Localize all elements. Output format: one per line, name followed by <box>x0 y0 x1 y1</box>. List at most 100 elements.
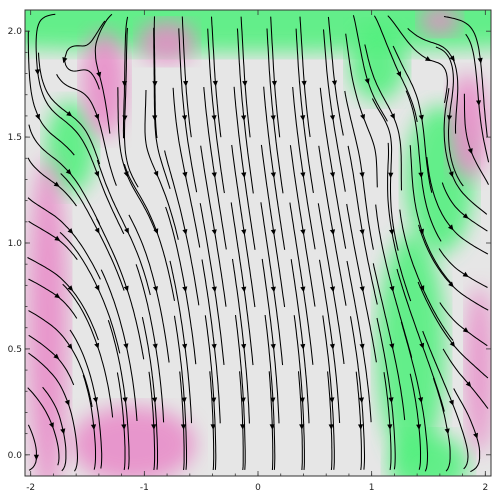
streamline <box>122 16 129 139</box>
stream-arrowhead <box>300 115 306 121</box>
green-density-blob <box>45 101 96 195</box>
streamline <box>28 352 79 472</box>
streamline <box>42 386 67 472</box>
streamline <box>209 371 215 471</box>
streamline <box>210 16 222 138</box>
streamline <box>405 90 442 242</box>
streamline <box>27 197 101 280</box>
stream-arrowhead <box>240 397 246 404</box>
streamline <box>422 330 469 470</box>
stream-arrowhead <box>329 343 335 350</box>
streamline <box>346 260 372 423</box>
stream-arrowhead <box>34 69 40 76</box>
stream-arrowhead <box>387 424 393 430</box>
streamline <box>141 316 159 470</box>
stream-arrowhead <box>53 353 60 360</box>
stream-arrowhead <box>418 172 424 179</box>
stream-arrowhead <box>210 424 216 430</box>
streamline <box>200 145 227 307</box>
x-tick-label: 1 <box>369 483 375 493</box>
stream-arrowhead <box>66 111 73 117</box>
streamline <box>37 52 101 165</box>
streamline <box>463 93 489 185</box>
stream-arrowhead <box>271 80 277 87</box>
streamline <box>347 145 378 305</box>
pink-density-blob <box>27 158 69 476</box>
stream-arrowhead <box>329 229 336 236</box>
stream-arrowhead <box>181 115 188 121</box>
streamline <box>409 373 422 470</box>
stream-arrowhead <box>465 381 472 388</box>
x-tick-label: -2 <box>26 483 35 493</box>
streamline <box>27 424 37 471</box>
streamline <box>27 387 60 466</box>
streamline <box>230 202 254 366</box>
stream-arrowhead <box>152 286 158 292</box>
streamline <box>135 264 165 423</box>
streamline <box>260 144 286 308</box>
stream-arrowhead <box>462 327 469 333</box>
streamline <box>165 206 197 365</box>
stream-arrowhead <box>329 172 335 178</box>
stream-arrowhead <box>270 343 276 350</box>
y-tick-label: 1.0 <box>8 239 23 249</box>
stream-arrowhead <box>124 227 129 234</box>
stream-arrowhead <box>67 343 73 350</box>
streamline <box>123 27 139 188</box>
streamline <box>349 316 366 470</box>
stream-arrowhead <box>62 57 68 64</box>
stream-arrowhead <box>270 229 276 236</box>
streamline <box>346 203 377 363</box>
streamline <box>179 371 185 471</box>
streamline <box>387 142 412 302</box>
streamline <box>399 209 454 341</box>
stream-arrowhead <box>123 343 129 350</box>
stream-arrowhead <box>152 115 158 121</box>
stream-arrowhead <box>329 286 336 293</box>
stream-arrowhead <box>270 286 276 293</box>
stream-arrowhead <box>153 228 159 235</box>
streamline <box>62 283 114 418</box>
pink-density-blob <box>70 406 196 476</box>
y-tick-label: 1.5 <box>8 133 22 143</box>
streamline <box>443 15 488 138</box>
streamline <box>27 157 77 207</box>
stream-arrowhead <box>182 343 188 350</box>
streamline <box>439 302 488 347</box>
stream-arrowhead <box>94 227 100 234</box>
stream-arrowhead <box>96 71 102 78</box>
streamline <box>400 321 429 472</box>
streamline <box>201 259 221 424</box>
stream-arrowhead <box>389 343 395 350</box>
streamline <box>96 218 145 360</box>
stream-arrowhead <box>418 114 424 121</box>
streamline <box>345 33 378 188</box>
stream-arrowhead <box>211 172 217 178</box>
x-tick-label: 0 <box>255 483 261 493</box>
streamline <box>322 29 346 192</box>
streamline <box>203 87 227 250</box>
streamline <box>465 33 490 163</box>
stream-arrowhead <box>389 229 395 236</box>
stream-arrowhead <box>151 424 157 430</box>
streamline <box>199 203 225 365</box>
stream-arrowhead <box>183 80 189 87</box>
pink-density-blob <box>138 20 196 63</box>
streamline <box>293 315 305 470</box>
stream-arrowhead <box>447 115 453 121</box>
stream-arrowhead <box>359 172 365 178</box>
stream-arrowhead <box>211 286 217 293</box>
streamline <box>69 329 103 469</box>
stream-arrowhead <box>182 286 188 293</box>
stream-arrowhead <box>241 229 247 236</box>
streamline <box>443 88 488 215</box>
stream-arrowhead <box>300 172 306 178</box>
y-tick-label: 0.5 <box>8 345 22 355</box>
stream-arrowhead <box>388 172 394 179</box>
stream-arrowhead <box>182 229 188 235</box>
stream-arrowhead <box>359 286 365 293</box>
stream-arrowhead <box>241 115 247 121</box>
streamline <box>290 259 310 424</box>
streamline <box>28 220 78 261</box>
streamline <box>169 260 193 424</box>
